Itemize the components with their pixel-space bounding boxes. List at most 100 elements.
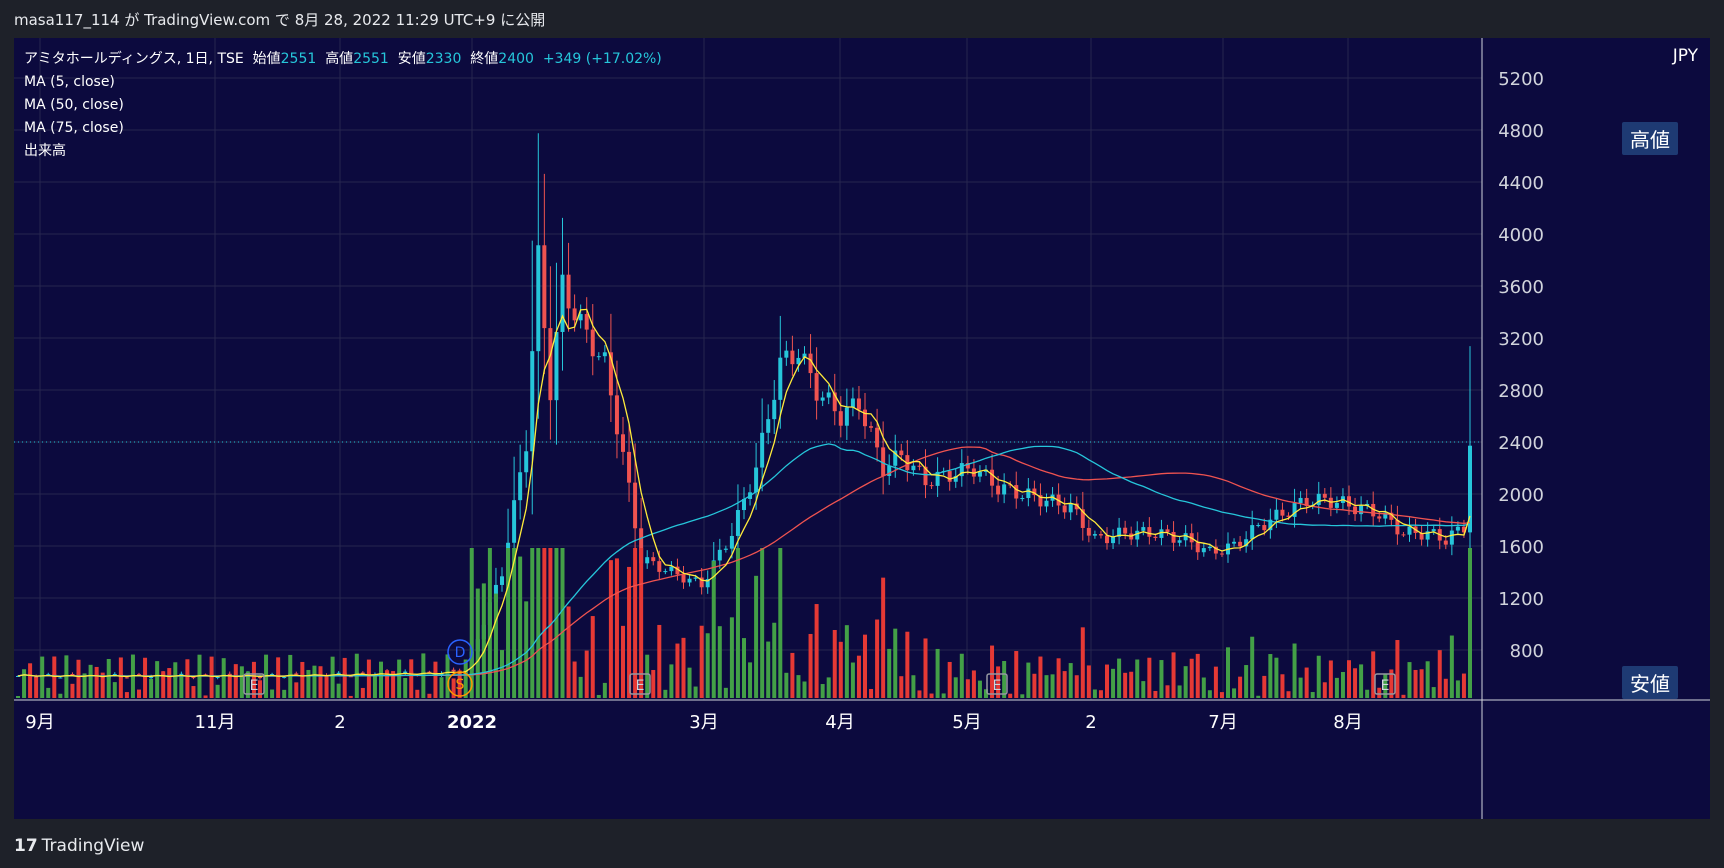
candle-body [1262,525,1267,531]
volume-bar [530,548,535,698]
candle-body [1455,526,1460,531]
volume-bar [869,688,874,698]
candle-body [1147,527,1152,537]
volume-bar [500,650,504,698]
candle-body [778,357,783,400]
ma5-line [17,308,1471,678]
low-tag: 安値 [1622,666,1678,699]
volume-bar [796,675,801,698]
volume-bar [742,638,746,698]
candle-body [1092,534,1097,536]
change-value: +349 (+17.02%) [542,51,662,67]
volume-bar [905,631,910,698]
candle-body [621,434,625,452]
candle-body [760,432,765,468]
candle-body [929,485,934,487]
volume-bar [1310,692,1315,698]
footer: 17 TradingView [14,833,144,859]
volume-bar [1425,661,1430,698]
volume-bar [1328,660,1333,698]
volume-bar [1177,685,1182,698]
candle-body [1395,519,1400,535]
candle-body [820,397,825,401]
candle-body [518,472,523,501]
volume-bar [1183,666,1188,698]
volume-bar [1153,690,1158,698]
candle-body [34,676,39,679]
candle-body [796,357,801,365]
volume-bar [1147,657,1152,698]
price-chart[interactable]: 800 1200 1600 2000 2400 2800 3200 3600 4000 4400 4… [14,38,1710,819]
volume-bar [379,661,383,698]
volume-bar [1098,690,1103,698]
ma50-legend[interactable]: MA (50, close) [24,97,124,113]
candle-body [112,673,117,676]
candle-body [977,471,982,477]
candle-body [651,557,656,562]
volume-bar [560,548,565,698]
candle-body [1201,548,1206,553]
candle-body [1256,525,1261,527]
candle-body [149,676,154,679]
volume-bar [94,666,99,698]
candle-body [1020,498,1025,500]
candle-body [935,471,940,486]
y-tick-label: 5200 [1498,69,1544,90]
earnings-marker [1374,673,1396,695]
candle-body [832,392,837,412]
volume-bar [548,548,553,698]
volume-bar [215,684,220,698]
chart-legend: アミタホールディングス, 1日, TSE 始値2551 高値2551 安値233… [24,48,662,163]
volume-bar [1068,663,1073,698]
volume-bar [1020,694,1025,698]
volume-bar [445,654,450,698]
volume-bar [185,659,190,698]
candle-body [1117,527,1122,537]
candle-body [1171,531,1176,543]
candle-body [984,469,988,472]
volume-bar [1389,669,1394,698]
ma75-legend[interactable]: MA (75, close) [24,120,124,136]
candle-body [282,676,287,678]
volume-bar [971,670,976,698]
candle-body [953,476,958,482]
chart-frame[interactable]: 800 1200 1600 2000 2400 2800 3200 3600 4000 4400 4… [14,38,1710,819]
symbol-label: アミタホールディングス, 1日, TSE [24,51,244,67]
candle-body [524,451,529,473]
volume-bar [155,661,160,698]
volume-bar [40,656,45,698]
volume-bar [1201,677,1206,698]
volume-bar [312,665,317,698]
candle-body [1443,540,1448,545]
candle-body [548,328,553,401]
volume-bar [233,664,238,698]
candle-body [693,577,698,579]
candle-body [403,671,408,674]
candle-body [1250,525,1255,540]
candle-body [1232,541,1237,544]
volume-bar [1431,687,1436,698]
candle-body [58,677,63,679]
candle-body [1304,497,1309,507]
volume-bar [251,661,256,698]
ma5-legend[interactable]: MA (5, close) [24,74,115,90]
candle-body [814,373,819,401]
split-marker-label: S [456,677,465,693]
candle-body [893,450,898,466]
candle-body [1177,540,1182,543]
candle-body [566,274,571,309]
volume-bar [838,641,843,698]
volume-bar [161,671,166,698]
candle-body [1316,493,1321,505]
candle-body [360,672,365,674]
volume-bar [82,673,87,698]
volume-bar [245,671,250,698]
volume-bar [463,659,468,698]
volume-bar [366,659,371,698]
volume-bar [300,661,305,698]
volume-bar [947,661,952,698]
volume-bar [881,577,886,698]
volume-bar [996,666,1001,698]
volume-legend[interactable]: 出来高 [24,143,66,159]
candle-body [1425,531,1430,540]
